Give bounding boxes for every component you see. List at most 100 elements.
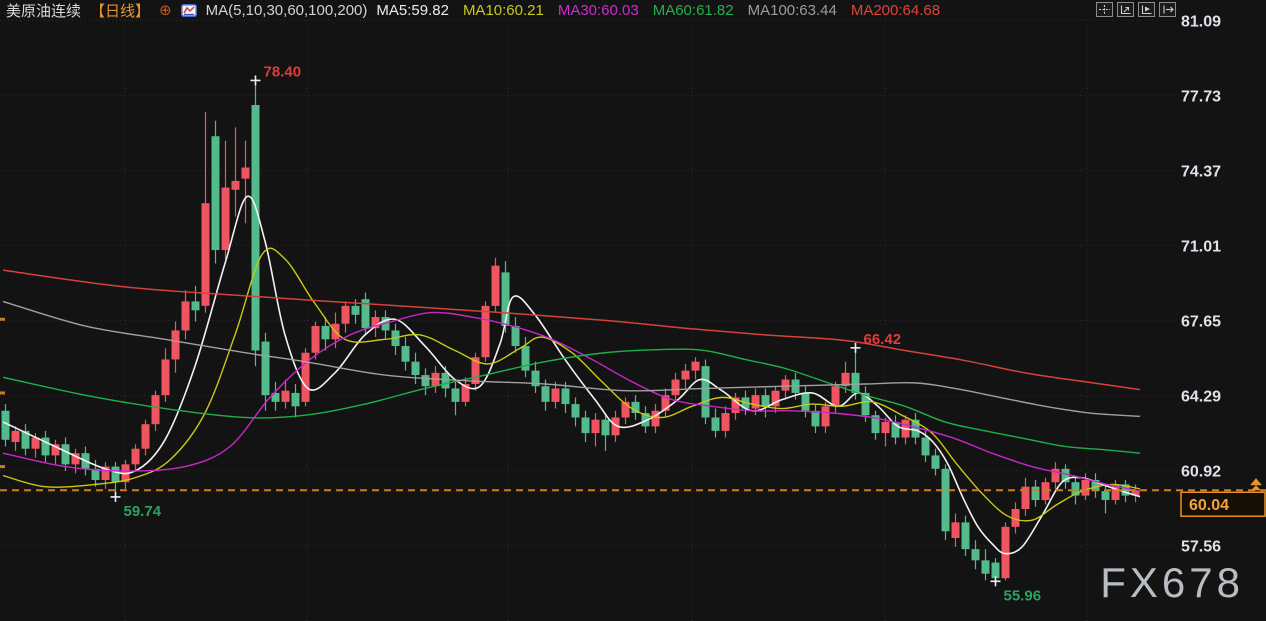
candle-body xyxy=(201,203,210,306)
candle-body xyxy=(751,395,760,409)
candle-body xyxy=(461,383,470,402)
candle-body xyxy=(351,305,360,315)
candle-body xyxy=(71,453,80,465)
candle-body xyxy=(411,361,420,376)
candle-body xyxy=(1051,468,1060,483)
candle-body xyxy=(511,325,520,347)
candle-body xyxy=(981,560,990,574)
candle-body xyxy=(521,346,530,371)
candle-body xyxy=(861,392,870,416)
candle-body xyxy=(531,370,540,387)
candle-body xyxy=(61,444,70,465)
candle-body xyxy=(31,437,40,449)
candle-body xyxy=(291,392,300,407)
candle-body xyxy=(1001,526,1010,579)
candle-body xyxy=(321,325,330,340)
current-price-value: 60.04 xyxy=(1189,497,1229,514)
price-annotation: 59.74 xyxy=(124,503,162,520)
candle-body xyxy=(311,325,320,353)
candle-body xyxy=(191,301,200,311)
chart-axis-icon[interactable] xyxy=(1117,2,1134,17)
candle-body xyxy=(281,390,290,402)
candle-body xyxy=(1121,484,1130,496)
candle-body xyxy=(891,421,900,438)
candle-body xyxy=(1081,479,1090,496)
ma-formula-label: MA(5,10,30,60,100,200) xyxy=(205,2,368,19)
candle-body xyxy=(721,413,730,431)
candle-body xyxy=(881,421,890,434)
candle-body xyxy=(561,388,570,405)
price-annotation: 55.96 xyxy=(1004,587,1042,604)
ma-value-MA5: MA5:59.82 xyxy=(376,2,449,19)
candle-body xyxy=(1021,486,1030,509)
candle-body xyxy=(51,444,60,456)
candle-body xyxy=(171,330,180,360)
watermark: FX678 xyxy=(1100,559,1244,606)
chart-header: 美原油连续 【日线】 ⊕ MA(5,10,30,60,100,200) MA5:… xyxy=(6,0,940,21)
candle-body xyxy=(41,437,50,456)
candle-body xyxy=(131,448,140,465)
candle-body xyxy=(871,415,880,434)
candle-body xyxy=(691,361,700,371)
candle-body xyxy=(961,522,970,550)
y-axis-labels: 81.09 77.73 74.37 71.01 67.65 64.29 60.92 57.56 xyxy=(1181,13,1221,555)
candle-body xyxy=(671,379,680,396)
candle-body xyxy=(11,430,20,443)
candle-body xyxy=(1061,468,1070,483)
y-axis-tick-label: 67.65 xyxy=(1181,313,1221,330)
candle-body xyxy=(921,437,930,456)
candle-body xyxy=(701,366,710,418)
symbol-title: 美原油连续 xyxy=(6,3,82,20)
candle-body xyxy=(681,370,690,380)
candle-body xyxy=(911,419,920,438)
candle-body xyxy=(1,410,10,440)
ma-line-MA60 xyxy=(2,348,1141,454)
y-axis-tick-label: 81.09 xyxy=(1181,13,1221,30)
candle-body xyxy=(491,265,500,306)
chart-toolbar xyxy=(1096,2,1176,17)
crosshair-move-icon[interactable] xyxy=(1096,2,1113,17)
candle-body xyxy=(1091,479,1100,492)
candle-body xyxy=(221,187,230,251)
candle-body xyxy=(931,455,940,469)
candle-body xyxy=(621,401,630,418)
left-edge-marks xyxy=(0,317,5,469)
ma-line-MA30 xyxy=(2,311,1141,492)
period-tag[interactable]: 【日线】 xyxy=(90,3,151,20)
candle-body xyxy=(301,352,310,402)
candle-body xyxy=(971,549,980,561)
candle-body xyxy=(111,466,120,483)
ma-value-MA10: MA10:60.21 xyxy=(462,2,544,19)
y-axis-tick-label: 64.29 xyxy=(1181,388,1221,405)
mini-chart-icon[interactable] xyxy=(180,4,197,17)
candle-body xyxy=(1031,486,1040,501)
chart-flag-icon[interactable] xyxy=(1138,2,1155,17)
candle-body xyxy=(711,417,720,431)
candle-body xyxy=(611,417,620,436)
ma-value-MA200: MA200:64.68 xyxy=(850,2,941,19)
y-axis-tick-label: 71.01 xyxy=(1181,238,1221,255)
candle-body xyxy=(421,375,430,387)
add-indicator-icon[interactable]: ⊕ xyxy=(159,1,172,19)
candle-body xyxy=(361,299,370,329)
candle-body xyxy=(401,346,410,362)
ma-value-MA30: MA30:60.03 xyxy=(557,2,639,19)
candle-body xyxy=(661,395,670,411)
candle-body xyxy=(481,305,490,358)
candle-body xyxy=(151,395,160,425)
candle-body xyxy=(601,419,610,436)
price-up-arrow-icon xyxy=(1250,478,1262,491)
candle-body xyxy=(951,522,960,539)
candle-body xyxy=(771,390,780,407)
candle-body xyxy=(591,419,600,434)
candle-body xyxy=(821,406,830,427)
candle-body xyxy=(231,180,240,190)
export-icon[interactable] xyxy=(1159,2,1176,17)
candle-body xyxy=(101,466,110,480)
candles-layer xyxy=(1,80,1140,582)
candle-body xyxy=(211,136,220,251)
price-annotation: 78.40 xyxy=(264,63,302,80)
candle-body xyxy=(501,272,510,326)
